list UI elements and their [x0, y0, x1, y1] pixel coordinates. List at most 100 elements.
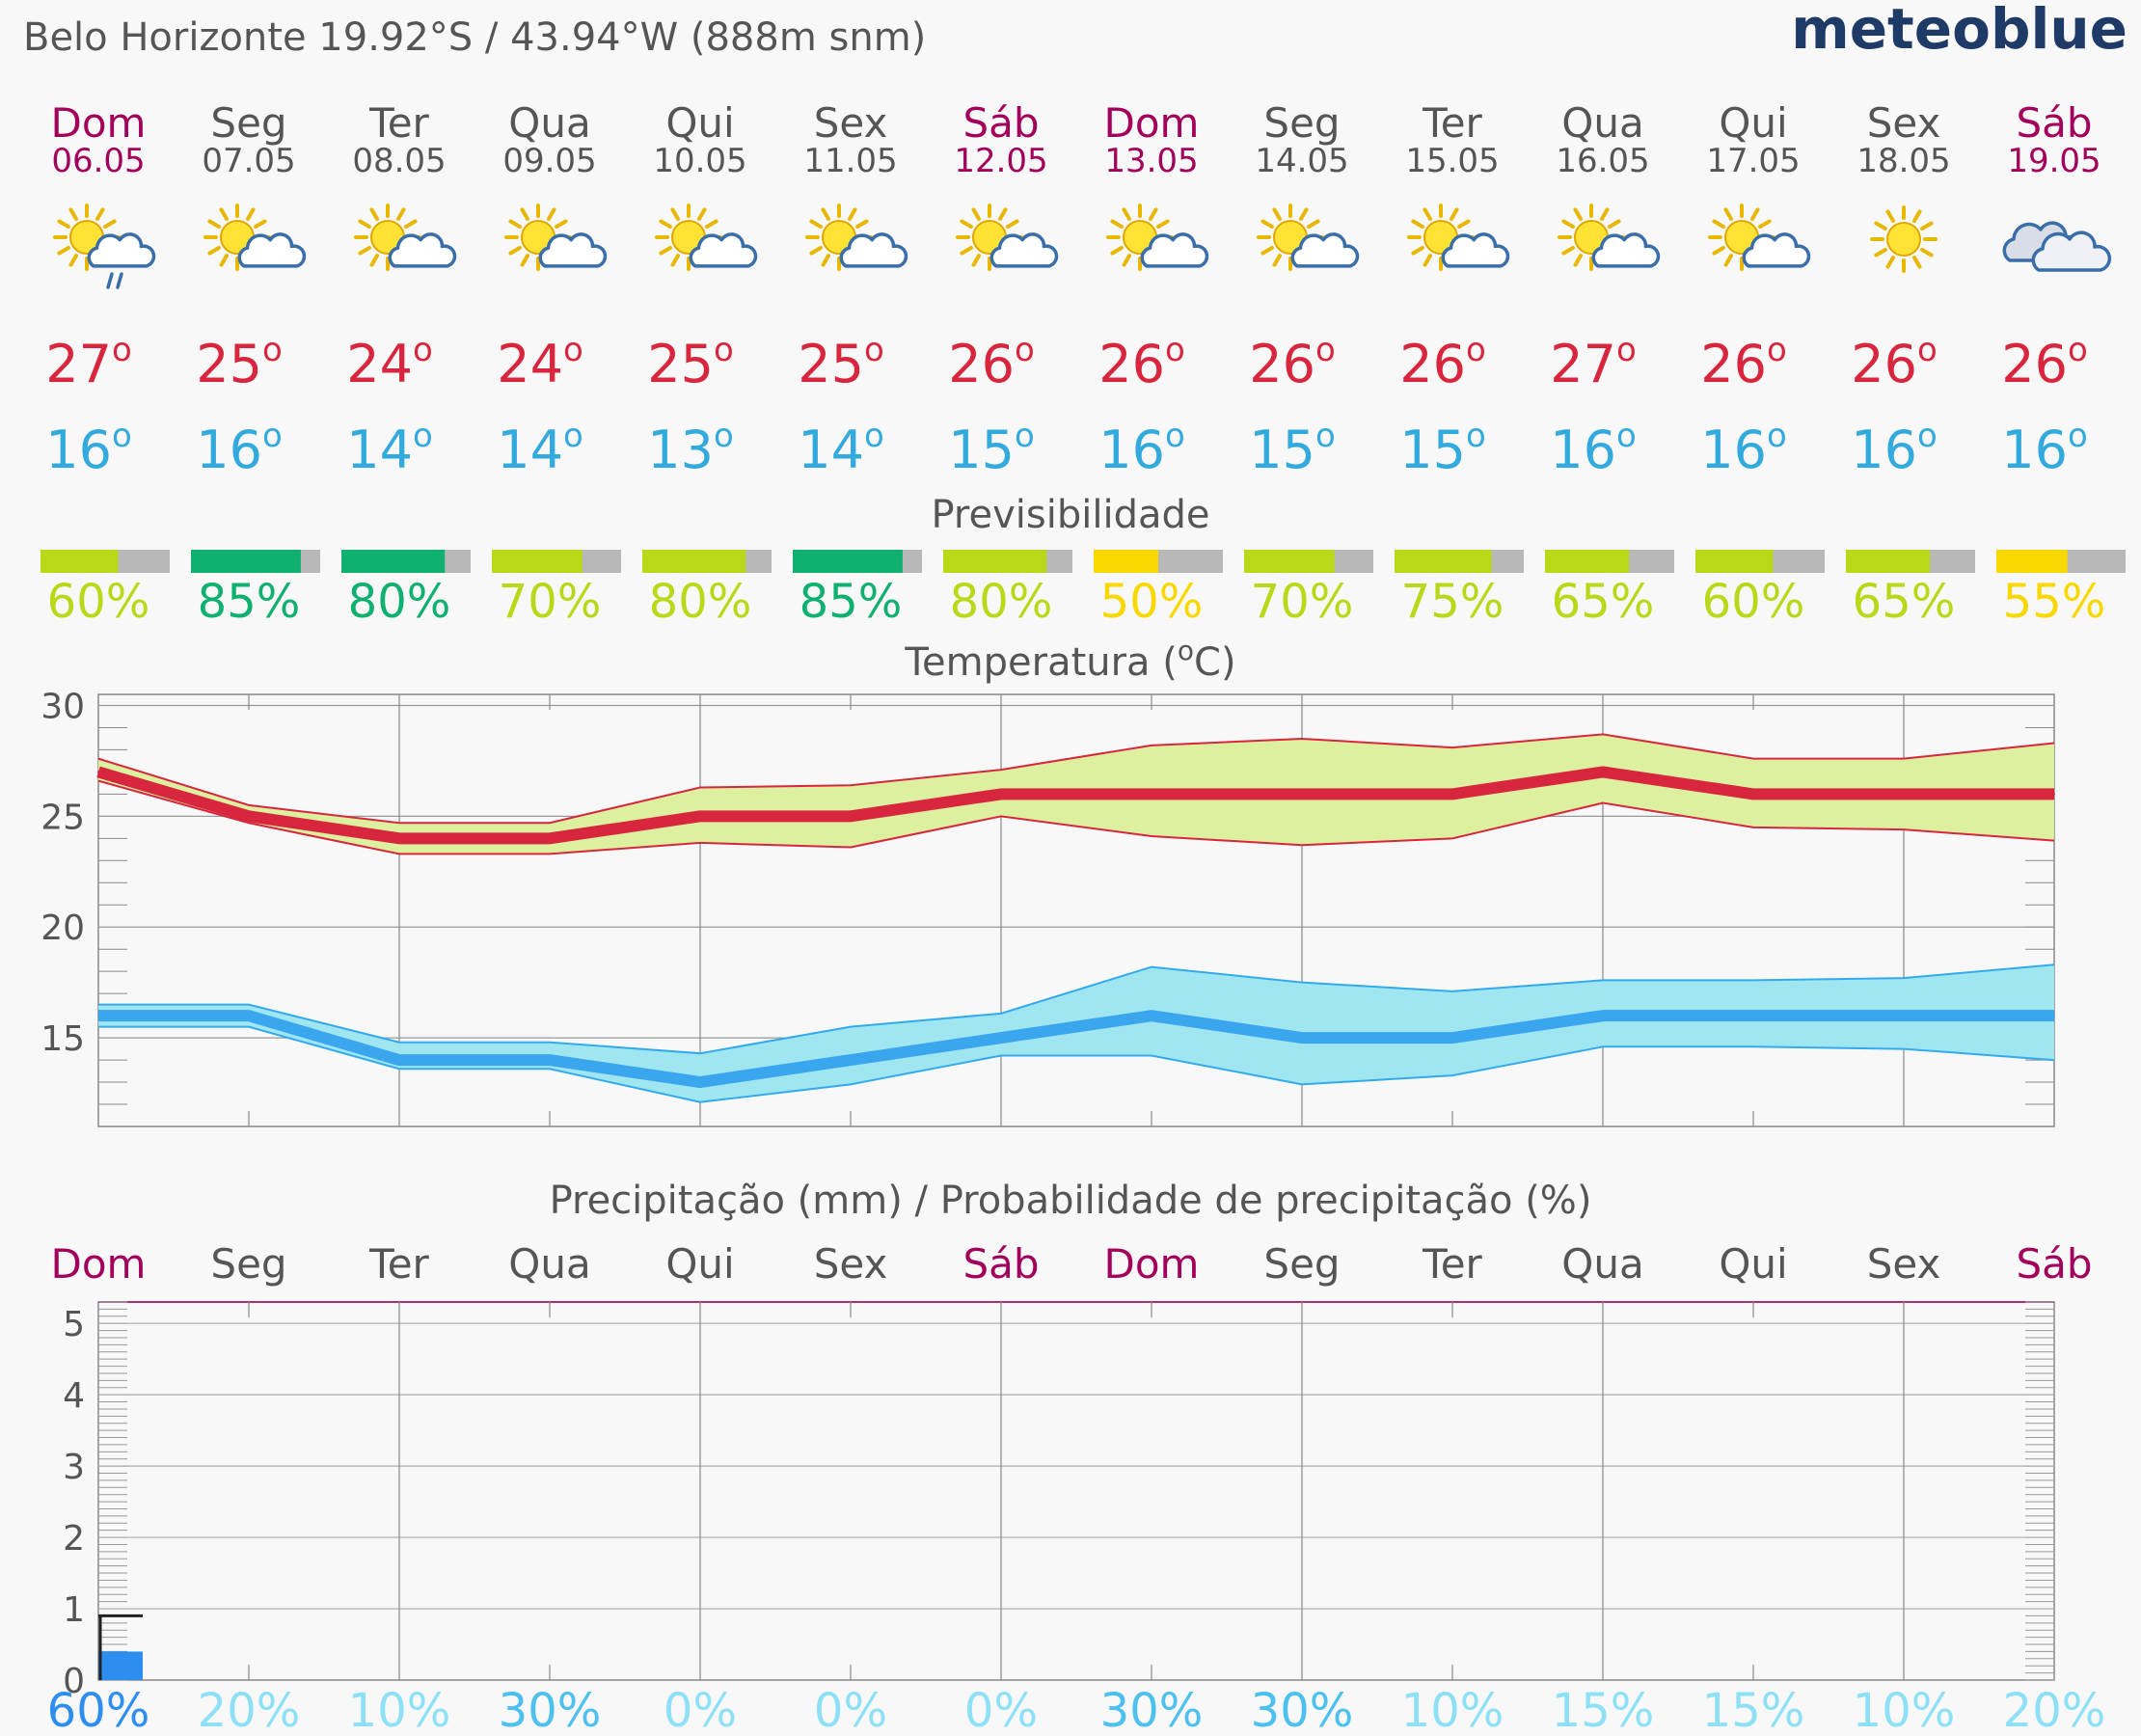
tmax-label-6: 26o: [948, 331, 1035, 394]
tmax-label-0: 27o: [45, 331, 132, 394]
predictability-label-6: 80%: [950, 575, 1053, 629]
predictability-label-11: 60%: [1702, 575, 1805, 629]
tmax-point-7: [1151, 793, 1152, 796]
tmax-point-0: [97, 771, 99, 773]
tmax-label-10: 27o: [1550, 331, 1637, 394]
predictability-bar-13: [1996, 550, 2068, 573]
tmin-label-2: 14o: [346, 417, 433, 480]
temperature-chart: 15 20 25 30: [41, 687, 2055, 1127]
tmax-point-11: [1752, 793, 1754, 796]
day-name-11: Qui: [1719, 99, 1787, 147]
tmax-label-4: 25o: [647, 331, 734, 394]
precip-prob-label-3: 30%: [499, 1684, 602, 1736]
temp-ytick-label: 30: [41, 687, 85, 726]
precip-day-label-13: Sáb: [2016, 1240, 2092, 1288]
predictability-label-8: 70%: [1251, 575, 1354, 629]
temp-ytick-label: 25: [41, 798, 85, 837]
precip-day-label-6: Sáb: [962, 1240, 1039, 1288]
predictability-label-3: 70%: [499, 575, 602, 629]
day-name-7: Dom: [1104, 99, 1200, 147]
precip-prob-label-7: 30%: [1100, 1684, 1204, 1736]
tmin-point-7: [1151, 1015, 1152, 1017]
precip-day-label-4: Qui: [665, 1240, 734, 1288]
tmax-point-5: [850, 815, 852, 818]
precip-ytick-label: 2: [63, 1519, 85, 1559]
precip-prob-label-11: 15%: [1702, 1684, 1805, 1736]
precipitation-day-labels: Dom Seg Ter Qua Qui Sex Sáb Dom Seg Ter Qua Qui Sex S…: [51, 1240, 2093, 1288]
tmin-point-6: [1000, 1037, 1002, 1040]
weather-icons: [53, 203, 2112, 289]
day-date-3: 09.05: [502, 142, 596, 180]
day-name-4: Qui: [665, 99, 734, 147]
day-date-2: 08.05: [352, 142, 446, 180]
tmin-line: [98, 1010, 2054, 1089]
precip-prob-label-6: 0%: [964, 1684, 1038, 1736]
tmax-label-13: 26o: [2001, 331, 2088, 394]
day-name-5: Sex: [814, 99, 888, 147]
precip-day-label-8: Seg: [1263, 1240, 1340, 1288]
sun-cloud-icon: [655, 203, 758, 271]
precip-ytick-label: 3: [63, 1448, 85, 1487]
sun-cloud-icon: [1558, 203, 1661, 271]
precip-prob-label-0: 60%: [47, 1684, 150, 1736]
tmin-point-13: [2053, 1015, 2055, 1017]
tmin-label-6: 15o: [948, 417, 1035, 480]
predictability-bar-7: [1094, 550, 1158, 573]
precip-day-label-2: Ter: [368, 1240, 429, 1288]
precip-day-label-1: Seg: [210, 1240, 286, 1288]
day-headers: Dom06.05Seg07.05Ter08.05Qua09.05Qui10.05…: [51, 99, 2101, 180]
tmin-point-12: [1903, 1015, 1905, 1017]
precip-ytick-label: 0: [63, 1662, 85, 1701]
day-date-12: 18.05: [1856, 142, 1950, 180]
tmin-label-8: 15o: [1249, 417, 1336, 480]
precip-ytick-label: 1: [63, 1590, 85, 1630]
brand-logo: meteoblue: [1791, 0, 2127, 62]
precip-bar-0: [98, 1651, 143, 1680]
day-name-1: Seg: [210, 99, 286, 147]
day-date-1: 07.05: [202, 142, 295, 180]
precip-day-label-3: Qua: [508, 1240, 590, 1288]
day-date-8: 14.05: [1255, 142, 1348, 180]
day-date-7: 13.05: [1104, 142, 1198, 180]
predictability-label-1: 85%: [198, 575, 301, 629]
tmax-point-3: [549, 837, 551, 840]
tmax-line: [96, 766, 2054, 845]
tmin-range-band-lower-edge: [98, 1025, 2055, 1103]
sun-cloud-icon: [1257, 203, 1360, 271]
precip-prob-label-2: 10%: [348, 1684, 451, 1736]
sun-cloud-icon: [203, 203, 307, 271]
day-date-0: 06.05: [51, 142, 145, 180]
precip-plot-area: [97, 1301, 2055, 1681]
precip-day-label-9: Ter: [1422, 1240, 1482, 1288]
tmax-label-7: 26o: [1098, 331, 1185, 394]
precip-prob-label-9: 10%: [1401, 1684, 1504, 1736]
predictability-bars: 60% 85% 80% 70% 80% 85% 80% 50% 70% 75% 65% 60% 65% 5…: [41, 550, 2126, 629]
tmin-label-5: 14o: [798, 417, 884, 480]
predictability-title: Previsibilidade: [932, 493, 1210, 537]
day-date-10: 16.05: [1556, 142, 1649, 180]
tmax-point-6: [1000, 793, 1002, 796]
predictability-bar-12: [1846, 550, 1931, 573]
predictability-bar-6: [943, 550, 1047, 573]
predictability-label-4: 80%: [649, 575, 752, 629]
predictability-bar-5: [793, 550, 903, 573]
sun-cloud-icon: [1407, 203, 1510, 271]
precipitation-chart-title: Precipitação (mm) / Probabilidade de pre…: [550, 1179, 1592, 1223]
day-name-0: Dom: [51, 99, 147, 147]
precipitation-chart: 0 1 2 3 4 5: [63, 1301, 2055, 1701]
precip-day-label-5: Sex: [814, 1240, 888, 1288]
tmax-label-12: 26o: [1851, 331, 1938, 394]
tmax-point-1: [248, 815, 250, 818]
precipitation-probabilities: 60% 20% 10% 30% 0% 0% 0% 30% 30% 10% 15% 15% 10% 20%: [47, 1684, 2106, 1736]
tmin-point-10: [1602, 1015, 1604, 1017]
predictability-bar-4: [642, 550, 746, 573]
tmin-point-4: [699, 1081, 701, 1084]
sun-cloud-icon: [805, 203, 908, 271]
day-name-2: Ter: [368, 99, 429, 147]
tmin-label-1: 16o: [196, 417, 283, 480]
tmax-point-4: [699, 815, 701, 818]
day-date-9: 15.05: [1405, 142, 1499, 180]
precip-prob-label-10: 15%: [1552, 1684, 1655, 1736]
tmax-label-2: 24o: [346, 331, 433, 394]
